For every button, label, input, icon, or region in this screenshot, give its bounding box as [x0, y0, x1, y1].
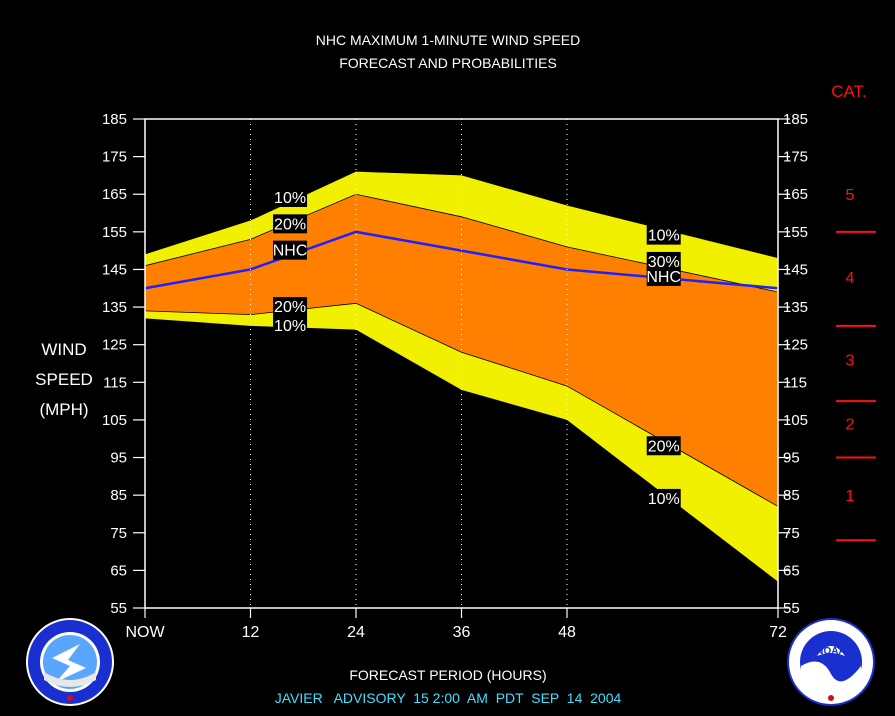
series-label-bg	[273, 187, 308, 207]
chart-title: NHC MAXIMUM 1-MINUTE WIND SPEED	[316, 32, 580, 48]
y-tick-label-left-95: 95	[110, 450, 127, 467]
series-label-text: 10%	[648, 491, 680, 508]
category-label-2: 2	[846, 417, 855, 434]
x-tick-label-12: 12	[242, 624, 260, 641]
y-tick-label-right-185: 185	[783, 111, 808, 128]
y-tick-label-left-105: 105	[102, 412, 127, 429]
series-label-20pct-3: 20%	[273, 297, 308, 317]
category-label-5: 5	[846, 187, 855, 204]
series-label-30pct-6: 30%	[646, 251, 681, 271]
series-label-10pct-0: 10%	[273, 187, 308, 207]
series-label-bg	[273, 297, 308, 317]
advisory-line: JAVIER ADVISORY 15 2:00 AM PDT SEP 14 20…	[275, 690, 622, 706]
series-label-text: 30%	[648, 254, 680, 271]
nhc-forecast-line	[144, 230, 779, 290]
series-label-20pct-1: 20%	[273, 214, 308, 234]
series-label-bg	[646, 225, 681, 245]
category-label-1: 1	[846, 488, 855, 505]
y-tick-label-right-165: 165	[783, 186, 808, 203]
y-tick-label-right-135: 135	[783, 299, 808, 316]
y-tick-label-right-145: 145	[783, 261, 808, 278]
series-label-bg	[273, 315, 308, 335]
y-axis-label-line1: WIND	[41, 340, 86, 359]
x-tick-label-48: 48	[558, 624, 576, 641]
series-label-text: 10%	[274, 318, 306, 335]
lower-20pct-line	[144, 302, 779, 507]
x-tick-label-36: 36	[453, 624, 471, 641]
upper-20pct-line	[144, 193, 779, 293]
series-label-bg	[646, 251, 681, 271]
series-label-text: 20%	[274, 299, 306, 316]
y-tick-label-left-165: 165	[102, 186, 127, 203]
series-label-10pct-9: 10%	[646, 488, 681, 508]
y-tick-label-right-155: 155	[783, 224, 808, 241]
series-label-text: 20%	[648, 438, 680, 455]
y-tick-label-left-135: 135	[102, 299, 127, 316]
x-tick-label-NOW: NOW	[125, 624, 165, 641]
y-tick-label-left-185: 185	[102, 111, 127, 128]
y-tick-label-right-85: 85	[783, 487, 800, 504]
series-label-text: NHC	[273, 243, 308, 260]
noaa-logo: NOAA	[787, 618, 875, 706]
series-label-bg	[646, 266, 681, 286]
series-label-20pct-8: 20%	[646, 436, 681, 456]
x-axis-label: FORECAST PERIOD (HOURS)	[349, 667, 546, 683]
y-tick-label-right-95: 95	[783, 450, 800, 467]
y-tick-label-left-155: 155	[102, 224, 127, 241]
series-label-NHC-7: NHC	[646, 266, 681, 286]
series-label-text: NHC	[646, 269, 681, 286]
y-tick-label-left-55: 55	[110, 600, 127, 617]
series-label-bg	[646, 436, 681, 456]
category-label-4: 4	[846, 270, 855, 287]
nws-logo	[26, 618, 114, 706]
y-tick-label-right-105: 105	[783, 412, 808, 429]
y-tick-label-right-175: 175	[783, 149, 808, 166]
y-tick-label-left-85: 85	[110, 487, 127, 504]
y-tick-label-left-125: 125	[102, 337, 127, 354]
category-title: CAT.	[831, 82, 867, 101]
x-tick-label-72: 72	[769, 624, 787, 641]
series-label-bg	[646, 488, 681, 508]
chart-subtitle: FORECAST AND PROBABILITIES	[339, 55, 557, 71]
series-label-NHC-2: NHC	[273, 240, 308, 260]
series-label-bg	[273, 214, 308, 234]
category-label-3: 3	[846, 353, 855, 370]
y-tick-label-right-55: 55	[783, 600, 800, 617]
y-tick-label-left-145: 145	[102, 261, 127, 278]
y-tick-label-right-115: 115	[783, 374, 807, 391]
series-label-text: 20%	[274, 216, 306, 233]
y-axis-label-line2: SPEED	[35, 370, 93, 389]
x-tick-label-24: 24	[347, 624, 365, 641]
inner-probability-band-20pct	[145, 194, 778, 507]
series-label-bg	[273, 240, 308, 260]
noaa-logo-text: NOAA	[816, 646, 845, 657]
y-tick-label-right-125: 125	[783, 337, 808, 354]
series-label-text: 10%	[274, 190, 306, 207]
y-tick-label-left-115: 115	[103, 374, 127, 391]
series-label-10pct-4: 10%	[273, 315, 308, 335]
y-tick-label-right-75: 75	[783, 525, 800, 542]
series-label-10pct-5: 10%	[646, 225, 681, 245]
y-tick-label-right-65: 65	[783, 562, 800, 579]
series-label-text: 10%	[648, 228, 680, 245]
y-axis-label-line3: (MPH)	[39, 400, 88, 419]
y-tick-label-left-175: 175	[102, 149, 127, 166]
y-tick-label-left-65: 65	[110, 562, 127, 579]
y-tick-label-left-75: 75	[110, 525, 127, 542]
